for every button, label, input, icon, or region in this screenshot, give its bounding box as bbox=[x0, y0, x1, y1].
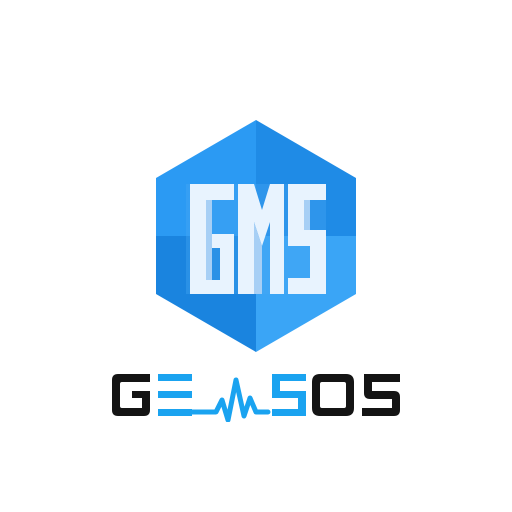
wordmark-letter-o bbox=[312, 374, 354, 416]
wordmark-letter-s bbox=[272, 374, 306, 416]
monogram-letter-s bbox=[288, 184, 326, 294]
wordmark-letter-g bbox=[112, 374, 150, 416]
wordmark-pulse-line bbox=[189, 377, 271, 422]
hex-face-top-left bbox=[156, 120, 256, 236]
monogram-letter-g bbox=[190, 184, 234, 294]
wordmark-letter-e bbox=[158, 374, 192, 416]
gemsos-wordmark bbox=[112, 374, 400, 422]
monogram-letter-m bbox=[238, 184, 284, 294]
gms-hexagon-emblem bbox=[156, 120, 356, 352]
wordmark-letter-s-final bbox=[362, 374, 400, 416]
